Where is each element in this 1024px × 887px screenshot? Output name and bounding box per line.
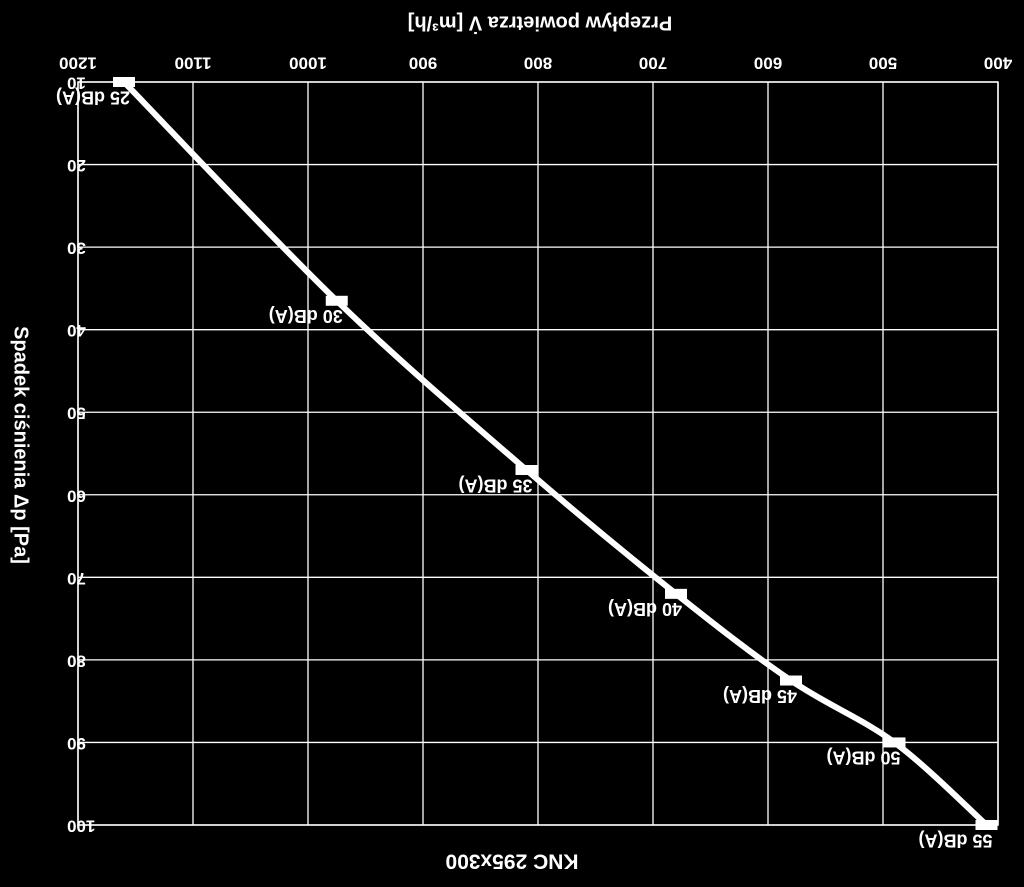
noise-label: 45 dB(A) bbox=[723, 686, 797, 706]
noise-label: 50 dB(A) bbox=[826, 748, 900, 768]
noise-label-text: 50 dB(A) bbox=[826, 748, 900, 768]
y-tick-label: 100 bbox=[67, 817, 95, 836]
y-tick-text: 70 bbox=[67, 569, 86, 588]
x-tick-label: 500 bbox=[869, 54, 897, 73]
x-tick-text: 1200 bbox=[59, 54, 97, 73]
y-tick-label: 90 bbox=[67, 734, 86, 753]
noise-marker bbox=[665, 588, 687, 599]
x-tick-text: 1000 bbox=[289, 54, 327, 73]
noise-label-text: 55 dB(A) bbox=[918, 830, 992, 850]
noise-label: 35 dB(A) bbox=[458, 475, 532, 495]
x-tick-label: 1000 bbox=[289, 54, 327, 73]
noise-marker bbox=[780, 675, 802, 686]
y-tick-label: 60 bbox=[67, 486, 86, 505]
x-tick-label: 1200 bbox=[59, 54, 97, 73]
x-tick-label: 700 bbox=[639, 54, 667, 73]
y-tick-label: 30 bbox=[67, 239, 86, 258]
y-tick-text: 100 bbox=[67, 817, 95, 836]
noise-label: 25 dB(A) bbox=[56, 87, 130, 107]
noise-marker bbox=[515, 465, 538, 476]
x-tick-label: 400 bbox=[984, 54, 1012, 73]
x-axis-ticks: 400 500 600 700 800 900 1000 1100 1200 bbox=[59, 54, 1012, 73]
y-axis-ticks: 10 20 30 40 50 60 70 80 90 100 bbox=[67, 74, 95, 836]
x-tick-text: 700 bbox=[639, 54, 667, 73]
x-tick-label: 1100 bbox=[175, 54, 212, 73]
x-tick-text: 400 bbox=[984, 54, 1012, 73]
x-tick-text: 600 bbox=[754, 54, 782, 73]
noise-marker bbox=[113, 77, 135, 87]
y-tick-label: 20 bbox=[67, 156, 86, 175]
x-tick-text: 500 bbox=[869, 54, 897, 73]
noise-label: 30 dB(A) bbox=[269, 306, 343, 326]
y-tick-label: 40 bbox=[67, 321, 86, 340]
noise-marker bbox=[975, 820, 998, 830]
y-axis-title: Spadek ciśnienia Δp [Pa] bbox=[10, 326, 32, 564]
x-axis-title: Przepływ powietrza V̇ [m³/h] bbox=[408, 12, 672, 36]
x-tick-text: 900 bbox=[409, 54, 437, 73]
noise-label: 40 dB(A) bbox=[608, 599, 682, 619]
y-tick-text: 60 bbox=[67, 486, 86, 505]
x-tick-text: 1100 bbox=[175, 54, 212, 73]
noise-markers: 55 dB(A) 50 dB(A) 45 dB(A) 40 dB(A) 35 dB(A)… bbox=[56, 77, 998, 850]
y-tick-label: 80 bbox=[67, 651, 86, 670]
y-tick-text: 40 bbox=[67, 321, 86, 340]
x-tick-text: 800 bbox=[524, 54, 552, 73]
y-tick-text: 50 bbox=[67, 404, 86, 423]
noise-label-text: 25 dB(A) bbox=[56, 87, 130, 107]
noise-label-text: 45 dB(A) bbox=[723, 686, 797, 706]
x-tick-label: 900 bbox=[409, 54, 437, 73]
noise-marker bbox=[883, 737, 906, 748]
y-tick-text: 90 bbox=[67, 734, 86, 753]
x-tick-label: 600 bbox=[754, 54, 782, 73]
plot-frame bbox=[77, 81, 999, 826]
noise-label-text: 35 dB(A) bbox=[458, 475, 532, 495]
y-tick-label: 10 bbox=[67, 74, 86, 93]
y-tick-text: 10 bbox=[67, 74, 86, 93]
y-tick-text: 80 bbox=[67, 651, 86, 670]
noise-label-text: 30 dB(A) bbox=[269, 306, 343, 326]
y-tick-text: 20 bbox=[67, 156, 86, 175]
x-tick-label: 800 bbox=[524, 54, 552, 73]
chart-title: KNC 295x300 bbox=[445, 849, 578, 872]
noise-label: 55 dB(A) bbox=[918, 830, 992, 850]
y-tick-label: 70 bbox=[67, 569, 86, 588]
noise-label-text: 40 dB(A) bbox=[608, 599, 682, 619]
noise-marker bbox=[325, 295, 348, 306]
pressure-drop-curve bbox=[121, 79, 990, 828]
y-tick-label: 50 bbox=[67, 404, 86, 423]
y-tick-text: 30 bbox=[67, 239, 86, 258]
